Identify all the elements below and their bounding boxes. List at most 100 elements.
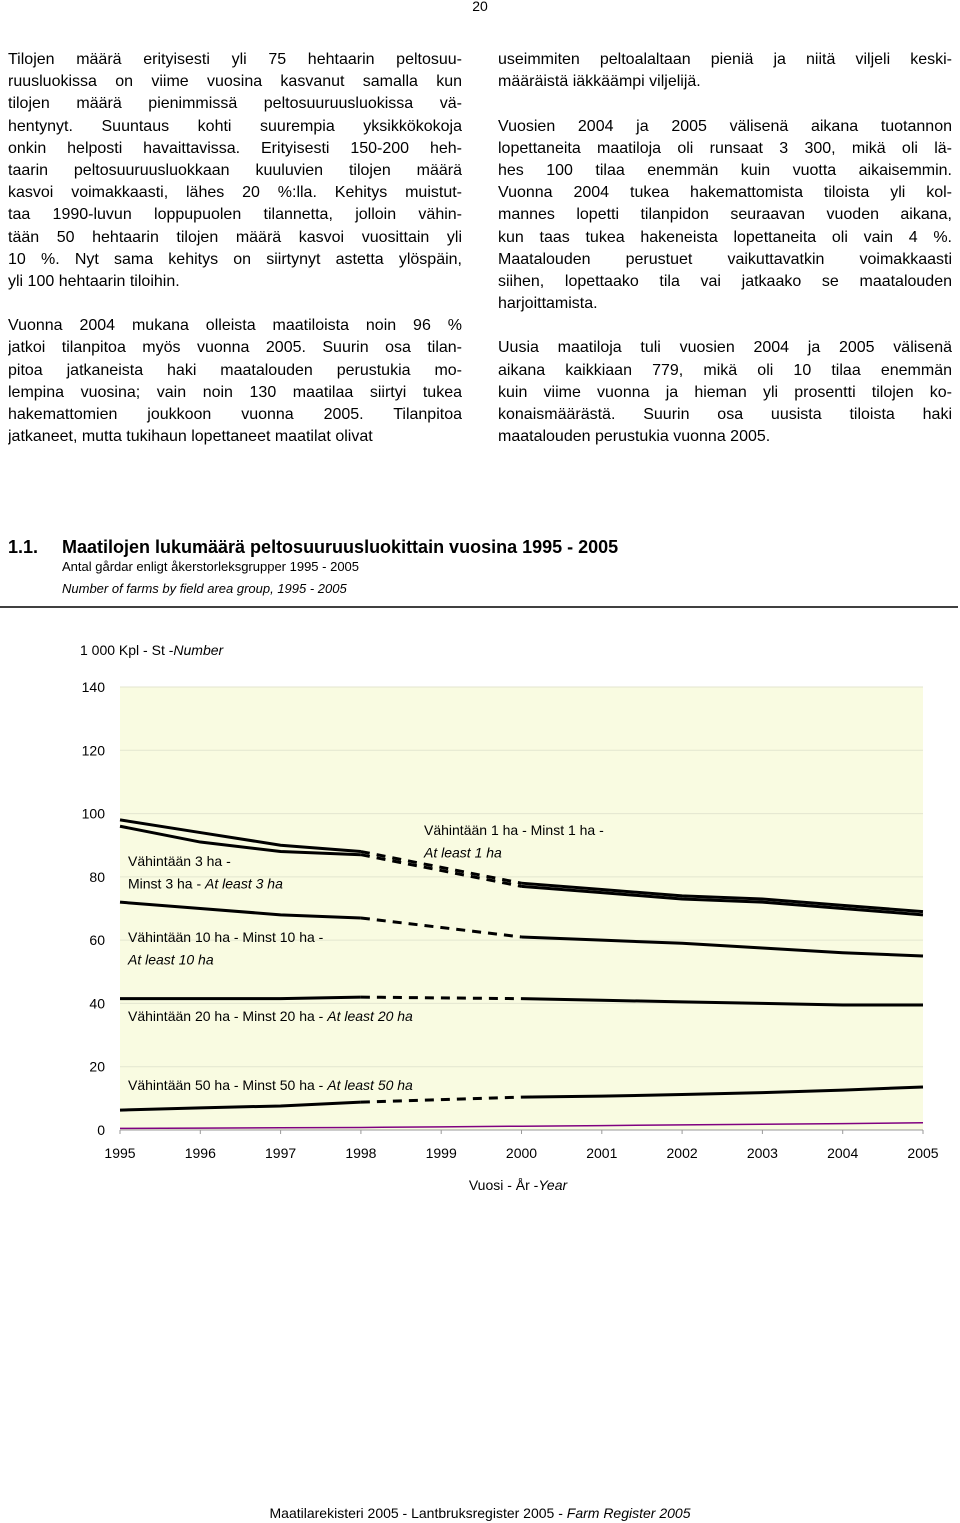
text-line: Vuosien 2004 ja 2005 välisenä aikana tuo… [498,117,952,135]
text-line: kasvoi voimakkaasti, lähes 20 %:lla. Keh… [8,184,462,202]
series-label-part: Vähintään 50 ha - Minst 50 ha - [128,1077,327,1093]
text-line: jatkoi tilanpitoa myös vuonna 2005. Suur… [8,339,462,357]
section-number: 1.1. [8,537,38,557]
x-tick-label: 2004 [827,1145,858,1161]
x-tick-label: 2002 [667,1145,698,1161]
left-column: Tilojen määrä erityisesti yli 75 hehtaar… [8,49,462,471]
text-line: Tilojen määrä erityisesti yli 75 hehtaar… [8,51,462,68]
series-line [119,1085,924,1112]
text-line: maatalouden perustukia vuonna 2005. [498,428,771,446]
paragraph: Vuonna 2004 mukana olleista maatiloista … [8,315,462,448]
paragraph: Vuosien 2004 ja 2005 välisenä aikana tuo… [498,116,952,316]
text-line: tilojen määrä pienimmissä peltosuuruuslu… [8,95,462,113]
y-tick-label: 100 [82,806,106,822]
series-line [119,1121,924,1130]
section-title: Maatilojen lukumäärä peltosuuruusluokitt… [62,537,618,557]
series-label-part: Minst 3 ha - [128,876,205,892]
series-label: At least 10 ha [127,952,214,968]
subtitle-en: Number of farms by field area group, 199… [62,581,347,596]
plot-area [120,687,923,1130]
gap-connector [360,1095,522,1104]
text-line: kuin viime vuonna ja hieman yli prosentt… [498,383,952,401]
paragraph: useimmiten peltoalaltaan pieniä ja niitä… [498,49,952,93]
footer-italic: Farm Register 2005 [567,1505,691,1521]
text-line: määräistä iäkkäämpi viljelijä. [498,73,701,91]
subtitle-sv: Antal gårdar enligt åkerstorleksgrupper … [62,559,359,574]
series-label-part: At least 10 ha [127,952,214,968]
paragraph: Tilojen määrä erityisesti yli 75 hehtaar… [8,49,462,293]
x-axis-title-italic: Year [538,1177,568,1193]
y-tick-label: 80 [89,869,105,885]
text-line: pitoa jatkaneista haki maatalouden perus… [8,361,462,379]
text-line: Vuonna 2004 mukana olleista maatiloista … [8,317,462,335]
series-label-part: Vähintään 10 ha - Minst 10 ha - [128,929,324,945]
y-tick-label: 0 [97,1122,105,1138]
series-label-part: At least 1 ha [423,845,502,861]
series-label-part: At least 50 ha [326,1077,413,1093]
text-line: taarin peltosuuruusluokkaan kuuluvien ti… [8,161,462,179]
y-axis-title-text: 1 000 Kpl - St - [80,642,174,658]
text-line: onkin helposti havaittavissa. Erityisest… [8,139,462,157]
text-line: Vuonna 2004 tukea hakemattomista tiloist… [498,184,952,202]
series-label: Minst 3 ha - At least 3 ha [128,876,283,892]
series-line [119,900,924,958]
series-label-part: At least 3 ha [204,876,283,892]
x-tick-label: 1997 [265,1145,296,1161]
gap-connector [360,850,522,885]
text-line: jatkaneet, mutta tukihaun lopettaneet ma… [8,428,373,446]
text-line: ruusluokissa on viime vuosina kasvanut s… [8,73,462,91]
series-label: At least 1 ha [423,845,502,861]
x-tick-label: 2005 [907,1145,938,1161]
text-line: hentynyt. Suuntaus kohti suurempia yksik… [8,117,462,135]
text-line: kun taas tukea hakeneista lopettaneita o… [498,228,952,246]
text-line: hes 100 tilaa enemmän kuin vuotta aikais… [498,161,952,179]
text-line: 10 %. Nyt sama kehitys on siirtynyt aste… [8,250,462,268]
x-axis-title: Vuosi - År -Year [469,1177,569,1193]
text-line: aikana kaikkiaan 779, mikä oli 10 tilaa … [498,361,952,379]
y-axis-title: 1 000 Kpl - St -Number [80,642,225,658]
footer-text: Maatilarekisteri 2005 - Lantbruksregiste… [270,1505,567,1521]
y-tick-label: 20 [89,1059,105,1075]
series-label: Vähintään 50 ha - Minst 50 ha - At least… [128,1077,413,1093]
text-line: tään 50 hehtaarin tilojen määrä kasvoi v… [8,228,462,246]
x-tick-label: 1998 [345,1145,376,1161]
x-tick-label: 2000 [506,1145,537,1161]
series-label: Vähintään 1 ha - Minst 1 ha - [424,822,604,838]
gap-connector [360,916,522,939]
series-label-part: Vähintään 1 ha - Minst 1 ha - [424,822,604,838]
series-label-part: Vähintään 20 ha - Minst 20 ha - [128,1008,327,1024]
text-line: useimmiten peltoalaltaan pieniä ja niitä… [498,51,952,68]
page-number: 20 [472,0,488,14]
paragraph: Uusia maatiloja tuli vuosien 2004 ja 200… [498,337,952,448]
text-line: konaismäärästä. Suurin osa uusista tiloi… [498,406,952,423]
y-tick-label: 120 [82,742,106,758]
series-label: Vähintään 10 ha - Minst 10 ha - [128,929,324,945]
text-line: Maatalouden perustuet vaikuttavatkin voi… [498,250,952,268]
x-tick-label: 1999 [426,1145,457,1161]
text-line: siihen, lopettaako tila vai jatkaako se … [498,272,952,290]
x-axis-title-text: Vuosi - År - [469,1177,539,1193]
text-line: lempina vuosina; vain noin 130 maatilaa … [8,383,462,401]
text-line: Uusia maatiloja tuli vuosien 2004 ja 200… [498,339,952,357]
x-tick-label: 1996 [185,1145,216,1161]
text-line: taa 1990-luvun loppupuolen tilannetta, j… [8,206,462,224]
series-label-part: At least 20 ha [326,1008,413,1024]
text-line: mannes lopetti tilanpidon seuraavan vuod… [498,206,952,224]
series-label-part: Vähintään 3 ha - [128,853,231,869]
y-tick-label: 140 [82,679,106,695]
text-line: yli 100 hehtaarin tiloihin. [8,272,180,290]
x-tick-label: 2003 [747,1145,778,1161]
x-tick-label: 1995 [104,1145,135,1161]
gap-connector [360,853,522,888]
y-axis-title-italic: Number [173,642,224,658]
series-label: Vähintään 3 ha - [128,853,231,869]
text-line: hakemattomien joukkoon vuonna 2005. Tila… [8,406,462,423]
series-line [119,824,924,917]
gap-connector [360,995,522,1001]
text-line: harjoittamista. [498,295,598,313]
footer: Maatilarekisteri 2005 - Lantbruksregiste… [270,1505,691,1521]
series-label: Vähintään 20 ha - Minst 20 ha - At least… [128,1008,413,1024]
text-line: lopettaneita maatiloja oli runsaat 3 300… [498,139,952,157]
right-column: useimmiten peltoalaltaan pieniä ja niitä… [498,49,952,471]
